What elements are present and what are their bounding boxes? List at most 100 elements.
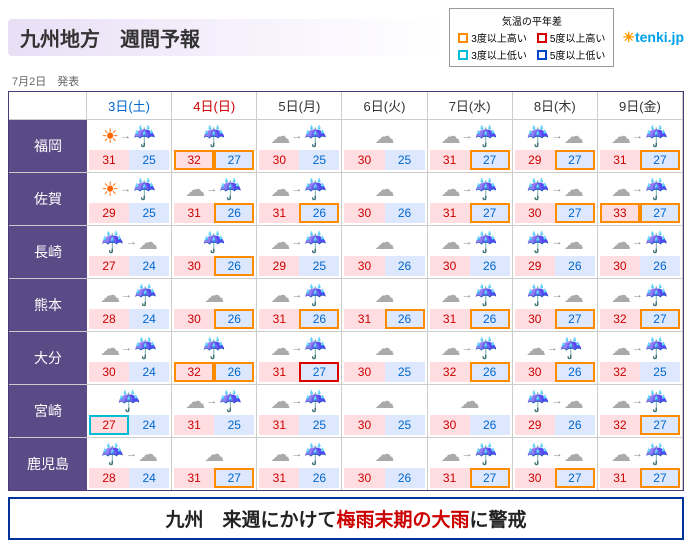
forecast-cell[interactable]: ☁3026	[342, 438, 427, 490]
temp-high: 29	[515, 256, 555, 276]
weather-icon: ☔	[202, 122, 227, 150]
temp-pair: 3225	[600, 362, 680, 382]
forecast-cell[interactable]: ☁3026	[428, 385, 513, 437]
banner-text-3: に警戒	[470, 510, 527, 531]
prefecture-label: 宮崎	[9, 385, 87, 437]
weather-icon: ☁	[374, 334, 394, 362]
forecast-cell[interactable]: ☁3126	[342, 279, 427, 331]
weather-icon: ☁	[374, 387, 394, 415]
forecast-cell[interactable]: ☔→☁3027	[513, 279, 598, 331]
forecast-cell[interactable]: ☁3025	[342, 332, 427, 384]
forecast-cell[interactable]: ☁→☔3127	[428, 173, 513, 225]
forecast-cell[interactable]: ☔→☁2926	[513, 385, 598, 437]
temp-low: 26	[470, 362, 510, 382]
forecast-cell[interactable]: ☔→☁2824	[87, 438, 172, 490]
logo-text: tenki.jp	[635, 29, 684, 45]
forecast-cell[interactable]: ☀→☔3125	[87, 120, 172, 172]
forecast-cell[interactable]: ☁3026	[172, 279, 257, 331]
day-header: 4日(日)	[172, 92, 257, 119]
temp-low: 27	[470, 468, 510, 488]
forecast-cell[interactable]: ☁→☔3026	[428, 226, 513, 278]
temp-pair: 3026	[174, 309, 254, 329]
temp-pair: 3026	[430, 415, 510, 435]
forecast-cell[interactable]: ☁→☔3025	[257, 120, 342, 172]
forecast-widget: 九州地方 週間予報 気温の平年差 3度以上高い 5度以上高い 3度以上低い 5度…	[0, 0, 692, 535]
day-header: 8日(木)	[513, 92, 598, 119]
legend-item: 5度以上低い	[537, 47, 606, 62]
forecast-cell[interactable]: ☁→☔3226	[428, 332, 513, 384]
temp-pair: 2926	[515, 415, 595, 435]
forecast-cell[interactable]: ☁→☔3024	[87, 332, 172, 384]
temp-pair: 2925	[259, 256, 339, 276]
temp-pair: 3327	[600, 203, 680, 223]
temp-pair: 2925	[89, 203, 169, 223]
forecast-cell[interactable]: ☁→☔3125	[172, 385, 257, 437]
temp-pair: 3027	[515, 468, 595, 488]
forecast-cell[interactable]: ☔→☁2926	[513, 226, 598, 278]
temp-pair: 3125	[259, 415, 339, 435]
temp-pair: 3027	[515, 309, 595, 329]
forecast-cell[interactable]: ☁3026	[342, 226, 427, 278]
forecast-cell[interactable]: ☁→☔3127	[598, 120, 683, 172]
forecast-cell[interactable]: ☁→☔3126	[257, 279, 342, 331]
forecast-cell[interactable]: ☁→☔3227	[598, 279, 683, 331]
temp-low: 26	[385, 468, 425, 488]
forecast-cell[interactable]: ☁3026	[342, 173, 427, 225]
weather-icon: ☔→☁	[526, 175, 584, 203]
temp-low: 27	[640, 468, 680, 488]
legend-item: 3度以上高い	[458, 30, 527, 45]
forecast-cell[interactable]: ☔3226	[172, 332, 257, 384]
temp-high: 32	[430, 362, 470, 382]
temp-pair: 3126	[259, 203, 339, 223]
weather-icon: ☁	[374, 228, 394, 256]
forecast-cell[interactable]: ☁→☔3026	[513, 332, 598, 384]
forecast-cell[interactable]: ☁→☔3126	[257, 173, 342, 225]
forecast-cell[interactable]: ☁→☔3126	[257, 438, 342, 490]
forecast-cell[interactable]: ☔3227	[172, 120, 257, 172]
forecast-cell[interactable]: ☔3026	[172, 226, 257, 278]
tenki-logo[interactable]: ☀tenki.jp	[622, 29, 684, 46]
forecast-cell[interactable]: ☁3025	[342, 120, 427, 172]
forecast-cell[interactable]: ☔2724	[87, 385, 172, 437]
temp-low: 24	[129, 256, 169, 276]
forecast-cell[interactable]: ☁→☔3127	[428, 438, 513, 490]
temp-low: 26	[555, 256, 595, 276]
forecast-cell[interactable]: ☁→☔3126	[428, 279, 513, 331]
weather-icon: ☁→☔	[611, 387, 669, 415]
temp-pair: 3227	[174, 150, 254, 170]
temp-low: 26	[385, 309, 425, 329]
temp-high: 30	[430, 415, 470, 435]
forecast-cell[interactable]: ☁→☔3026	[598, 226, 683, 278]
legend-text: 5度以上高い	[550, 30, 606, 45]
forecast-cell[interactable]: ☁→☔3327	[598, 173, 683, 225]
forecast-cell[interactable]: ☁3025	[342, 385, 427, 437]
forecast-cell[interactable]: ☔→☁3027	[513, 173, 598, 225]
temp-low: 25	[385, 415, 425, 435]
weather-icon: ☁	[460, 387, 480, 415]
forecast-cell[interactable]: ☀→☔2925	[87, 173, 172, 225]
forecast-cell[interactable]: ☁→☔2925	[257, 226, 342, 278]
forecast-cell[interactable]: ☁→☔3127	[257, 332, 342, 384]
temp-low: 26	[299, 203, 339, 223]
temp-high: 30	[344, 256, 384, 276]
temp-pair: 2927	[515, 150, 595, 170]
forecast-cell[interactable]: ☁→☔3227	[598, 385, 683, 437]
forecast-cell[interactable]: ☁→☔3127	[428, 120, 513, 172]
forecast-cell[interactable]: ☁→☔3127	[598, 438, 683, 490]
weather-icon: ☁→☔	[526, 334, 584, 362]
forecast-cell[interactable]: ☁→☔2824	[87, 279, 172, 331]
temp-low: 25	[385, 150, 425, 170]
weather-icon: ☁→☔	[611, 175, 669, 203]
table-row: 長崎☔→☁2724☔3026☁→☔2925☁3026☁→☔3026☔→☁2926…	[9, 225, 683, 278]
forecast-cell[interactable]: ☔→☁2724	[87, 226, 172, 278]
forecast-cell[interactable]: ☁3127	[172, 438, 257, 490]
weather-icon: ☁→☔	[270, 281, 328, 309]
forecast-cell[interactable]: ☔→☁3027	[513, 438, 598, 490]
temp-low: 27	[214, 150, 254, 170]
forecast-cell[interactable]: ☔→☁2927	[513, 120, 598, 172]
forecast-cell[interactable]: ☁→☔3125	[257, 385, 342, 437]
forecast-cell[interactable]: ☁→☔3225	[598, 332, 683, 384]
temp-low: 25	[129, 150, 169, 170]
temp-pair: 3127	[259, 362, 339, 382]
forecast-cell[interactable]: ☁→☔3126	[172, 173, 257, 225]
